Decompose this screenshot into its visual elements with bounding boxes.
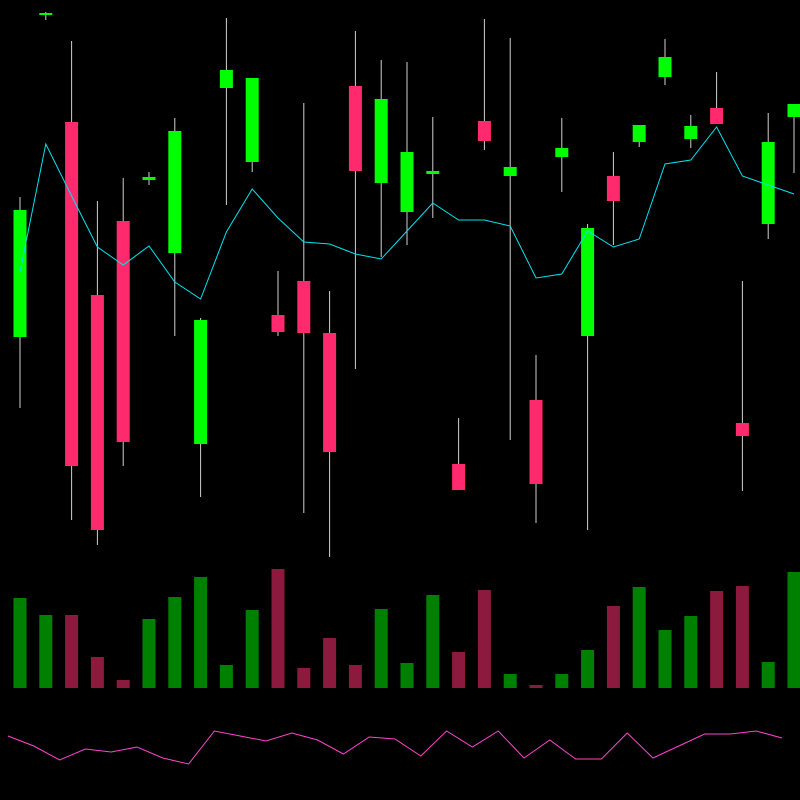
volume-bar <box>658 630 672 688</box>
candle-body <box>452 464 466 490</box>
volume-bar <box>219 665 233 688</box>
candle-body <box>555 148 569 157</box>
candle-body <box>142 177 156 180</box>
candle-body <box>168 131 182 253</box>
volume-bar <box>503 674 517 688</box>
volume-bar <box>142 619 156 688</box>
candle-body <box>90 295 104 530</box>
candle-body <box>606 176 620 201</box>
candle-body <box>761 142 775 224</box>
volume-bar <box>787 572 800 688</box>
volume-bar <box>529 685 543 688</box>
volume-bar <box>735 586 749 688</box>
volume-bar <box>90 657 104 688</box>
volume-bar <box>271 569 285 688</box>
candle-body <box>658 57 672 77</box>
candle-body <box>632 125 646 142</box>
volume-bar <box>13 598 27 688</box>
volume-bar <box>606 606 620 688</box>
volume-bar <box>116 680 130 688</box>
candle-body <box>39 13 53 15</box>
volume-bar <box>632 587 646 688</box>
volume-bar <box>710 591 724 688</box>
volume-bar <box>245 610 259 688</box>
candle-body <box>684 126 698 139</box>
moving-average-line <box>19 126 795 300</box>
candle-body <box>503 167 517 176</box>
candle-body <box>581 228 595 336</box>
candle-body <box>374 99 388 183</box>
candle-body <box>529 400 543 484</box>
candle-body <box>194 320 208 444</box>
candle-body <box>65 122 79 466</box>
volume-bar <box>400 663 414 688</box>
oscillator-line <box>7 730 783 765</box>
volume-bar <box>65 615 79 688</box>
volume-bar <box>348 665 362 688</box>
volume-bar <box>194 577 208 688</box>
candle-body <box>245 78 259 162</box>
volume-bar <box>684 616 698 688</box>
candle-body <box>116 221 130 442</box>
candle-body <box>787 104 800 117</box>
volume-bar <box>477 590 491 688</box>
candle-body <box>477 121 491 141</box>
candle-body <box>426 171 440 174</box>
volume-bar <box>297 668 311 688</box>
candle-body <box>297 281 311 333</box>
volume-bar <box>39 615 53 688</box>
candle-body <box>400 152 414 212</box>
volume-bar <box>581 650 595 688</box>
candle-body <box>323 333 337 452</box>
candle-body <box>735 423 749 436</box>
candle-body <box>271 315 285 332</box>
volume-bar <box>555 674 569 688</box>
candle-body <box>348 86 362 171</box>
volume-bar <box>452 652 466 688</box>
candle-body <box>13 210 27 337</box>
volume-bar <box>323 638 337 688</box>
volume-bar <box>761 662 775 688</box>
candle-body <box>710 108 724 124</box>
candle-body <box>219 70 233 88</box>
volume-bar <box>374 609 388 688</box>
volume-bar <box>168 597 182 688</box>
volume-bar <box>426 595 440 688</box>
